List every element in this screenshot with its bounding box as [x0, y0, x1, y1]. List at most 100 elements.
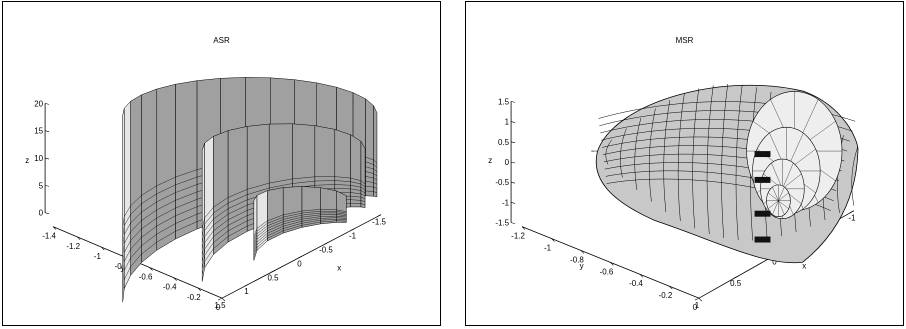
- asr-y-tick-label: -1: [94, 252, 102, 261]
- msr-z-tick-mark: [511, 141, 516, 144]
- msr-z-tick-label: -0.5: [495, 178, 509, 187]
- msr-meridian-line: [692, 88, 700, 229]
- msr-meridian-line: [706, 85, 714, 235]
- asr-y-tick-mark: [149, 267, 153, 271]
- asr-wall-face: [175, 80, 198, 240]
- msr-y-tick-mark: [698, 297, 703, 302]
- msr-x-tick-label: 0: [772, 257, 777, 266]
- asr-wall-face: [360, 140, 366, 208]
- msr-meridian-line: [648, 108, 656, 202]
- asr-z-tick-mark: [45, 130, 50, 132]
- asr-wall-face: [336, 190, 347, 223]
- asr-z-tick-mark: [45, 103, 50, 105]
- asr-wall-band: [201, 180, 366, 236]
- asr-y-tick-mark: [197, 287, 202, 292]
- msr-y-tick-mark: [551, 238, 555, 242]
- asr-chart-title: ASR: [213, 36, 230, 45]
- msr-z-tick-label: 0.5: [498, 138, 510, 147]
- asr-wall-face: [373, 105, 378, 198]
- asr-x-tick-mark: [270, 270, 276, 273]
- asr-x-tick-label: 0: [297, 259, 302, 268]
- msr-ring-spoke: [767, 192, 779, 201]
- asr-wall-face: [227, 126, 248, 243]
- msr-x-tick-label: 0.5: [730, 279, 742, 288]
- msr-z-tick-label: 1: [505, 118, 510, 127]
- msr-ring-spoke: [782, 173, 802, 189]
- msr-x-axis-label: x: [802, 261, 806, 270]
- msr-ring-spoke: [778, 186, 785, 201]
- msr-ring-spoke: [772, 186, 779, 201]
- msr-y-tick-mark: [610, 262, 614, 266]
- asr-z-tick-mark: [45, 212, 50, 214]
- asr-3d-plot: 1.5 1 0.5 0 -0.5 -1 -1.5 x 0 -0.2 -0.4 -0.6 -0.8 -1 -1…: [25, 77, 386, 312]
- msr-ring-spoke: [771, 162, 783, 189]
- msr-z-tick-label: -1.5: [495, 219, 509, 228]
- asr-wall-band: [253, 212, 347, 243]
- msr-ring-spoke: [767, 200, 779, 209]
- asr-wall-band: [253, 220, 347, 258]
- asr-y-tick-label: 0: [216, 303, 221, 312]
- asr-wall-band: [201, 176, 366, 230]
- msr-x-tick-mark: [733, 276, 738, 279]
- asr-y-tick-label: -1.2: [66, 242, 80, 251]
- msr-y-tick-label: 0: [693, 303, 698, 312]
- asr-x-tick-label: -0.5: [319, 245, 333, 254]
- asr-wall-band: [253, 215, 347, 249]
- msr-meridian-line: [735, 84, 743, 241]
- asr-wall-band: [253, 214, 347, 246]
- msr-ring-spoke: [778, 192, 789, 201]
- msr-ring-spoke: [778, 200, 789, 209]
- msr-meridian-line: [851, 146, 859, 206]
- asr-y-tick-label: -0.6: [139, 272, 153, 281]
- msr-meridian-line: [620, 128, 627, 178]
- asr-wall-band: [253, 219, 347, 255]
- msr-y-tick-label: -0.8: [570, 255, 584, 264]
- msr-meridian-line: [605, 139, 613, 165]
- asr-x-tick-label: -1.5: [372, 218, 386, 227]
- msr-dark-band: [754, 210, 771, 217]
- asr-x-tick-mark: [244, 283, 249, 287]
- msr-x-tick-mark: [694, 297, 700, 301]
- msr-y-tick-mark: [521, 226, 526, 230]
- asr-y-tick-mark: [52, 226, 57, 230]
- asr-wall-face: [204, 135, 214, 269]
- msr-x-tick-label: -1: [848, 214, 856, 223]
- asr-x-tick-mark: [350, 228, 355, 231]
- msr-z-tick-mark: [511, 121, 516, 123]
- asr-y-tick-label: -0.8: [115, 262, 129, 271]
- asr-wall-band: [253, 217, 347, 252]
- asr-wall-face: [301, 186, 321, 228]
- asr-y-tick-mark: [101, 246, 105, 251]
- msr-y-tick-mark: [639, 274, 644, 278]
- msr-ring-spoke: [778, 200, 785, 215]
- asr-z-tick-label: 10: [34, 154, 43, 163]
- msr-z-tick-mark: [511, 202, 516, 204]
- asr-x-axis-label: x: [337, 263, 341, 272]
- msr-z-tick-mark: [511, 101, 516, 103]
- msr-chart-title: MSR: [675, 36, 694, 45]
- asr-wall-face: [256, 190, 268, 251]
- asr-wall-face: [141, 88, 158, 263]
- msr-x-tick-label: 1: [695, 301, 700, 310]
- msr-z-tick-label: -1: [502, 198, 510, 207]
- msr-z-tick-mark: [511, 181, 516, 184]
- asr-z-axis-label: z: [25, 156, 29, 165]
- asr-wall-band: [253, 209, 347, 237]
- msr-y-tick-label: -0.2: [659, 291, 673, 300]
- msr-chart-panel: MSR 1 0.5 0 -0.5 -1 x 0 -0.2 -0.4 -0.6 -0.8 -1 -1.2 y…: [465, 1, 904, 326]
- msr-z-axis-label: z: [488, 156, 492, 165]
- msr-y-tick-mark: [580, 250, 585, 254]
- msr-meridian-line: [663, 100, 671, 212]
- asr-chart-panel: ASR 1.5 1 0.5 0 -0.5 -1 -1.5 x 0 -0.2 -0.4 -0.6 -0.8…: [2, 1, 441, 326]
- asr-y-tick-mark: [76, 236, 81, 241]
- msr-ring-spoke: [772, 200, 779, 215]
- asr-z-tick-label: 5: [39, 181, 44, 190]
- asr-y-tick-label: -0.2: [187, 293, 201, 302]
- msr-dark-band: [754, 151, 771, 158]
- asr-y-tick-label: -1.4: [42, 232, 56, 241]
- asr-wall-face: [124, 100, 131, 289]
- msr-3d-plot: 1 0.5 0 -0.5 -1 x 0 -0.2 -0.4 -0.6 -0.8 -1 -1.2 y -1.5…: [488, 83, 859, 312]
- msr-z-tick-mark: [511, 161, 516, 164]
- msr-y-tick-label: -1.2: [511, 232, 525, 241]
- asr-z-tick-label: 15: [34, 127, 43, 136]
